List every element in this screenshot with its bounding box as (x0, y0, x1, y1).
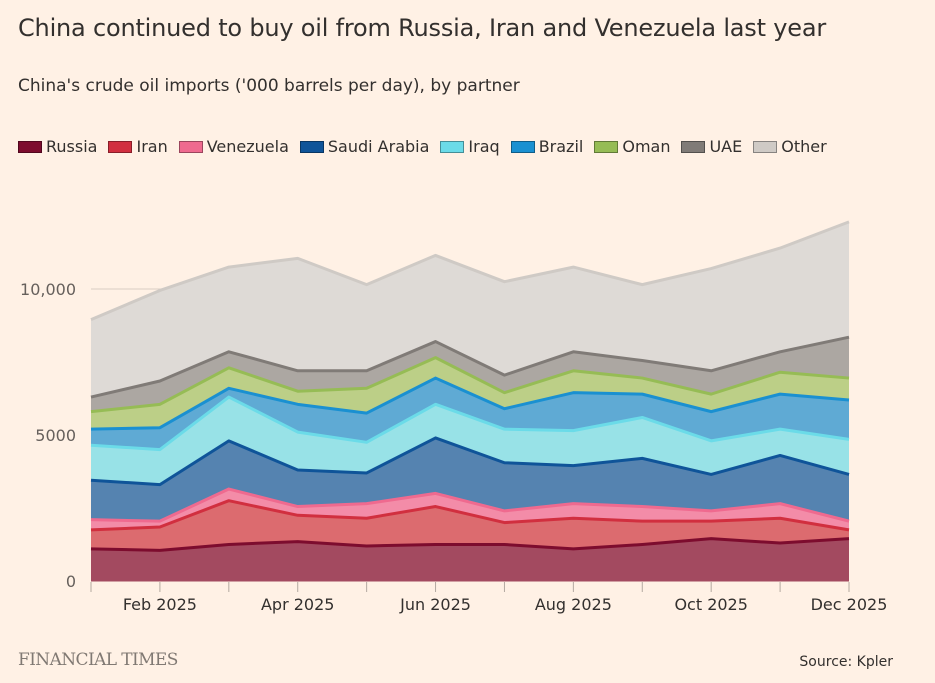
legend-label: UAE (709, 137, 743, 156)
source-note: Source: Kpler (799, 654, 893, 670)
line-iran (90, 499, 850, 532)
legend-swatch (440, 140, 465, 153)
y-tick-label: 10,000 (20, 280, 76, 299)
legend-item-saudi-arabia: Saudi Arabia (299, 137, 430, 156)
legend-swatch (18, 140, 42, 153)
legend: Russia Iran Venezuela Saudi Arabia Iraq Brazi… (18, 137, 838, 156)
legend-label: Oman (622, 137, 671, 156)
area-oman (91, 357, 849, 430)
line-uae (90, 335, 850, 399)
x-tick-label: Aug 2025 (535, 595, 612, 614)
legend-swatch (178, 140, 203, 153)
legend-item-iran: Iran (108, 137, 168, 156)
x-tick-label: Oct 2025 (674, 595, 747, 614)
area-iraq (91, 397, 849, 485)
legend-item-oman: Oman (594, 137, 670, 156)
area-other (91, 221, 849, 398)
legend-label: Venezuela (206, 137, 289, 156)
legend-swatch (753, 140, 778, 153)
series-lines (90, 220, 850, 552)
legend-label: Russia (46, 137, 98, 156)
y-axis: 0 5000 10,000 (20, 280, 76, 591)
area-russia (91, 538, 849, 581)
legend-swatch (299, 140, 324, 153)
line-other (90, 220, 850, 322)
x-axis: Feb 2025 Apr 2025 Jun 2025 Aug 2025 Oct 2025… (90, 580, 888, 614)
x-tick-label: Feb 2025 (123, 595, 197, 614)
ft-logo: FINANCIAL TIMES (18, 650, 178, 670)
legend-swatch (108, 140, 133, 153)
line-russia (90, 537, 850, 552)
legend-label: Other (781, 137, 827, 156)
legend-label: Brazil (538, 137, 584, 156)
legend-label: Iraq (468, 137, 500, 156)
legend-swatch (510, 140, 535, 153)
legend-item-venezuela: Venezuela (178, 137, 289, 156)
area-saudi-arabia (91, 437, 849, 522)
line-brazil (90, 376, 850, 431)
legend-item-uae: UAE (681, 137, 742, 156)
line-venezuela (90, 487, 850, 523)
legend-swatch (681, 140, 706, 153)
chart-title: China continued to buy oil from Russia, … (18, 14, 826, 42)
x-tick-label: Jun 2025 (399, 595, 471, 614)
chart-subtitle: China's crude oil imports ('000 barrels … (18, 76, 520, 96)
legend-item-iraq: Iraq (440, 137, 500, 156)
line-saudi-arabia (90, 436, 850, 487)
legend-item-brazil: Brazil (510, 137, 584, 156)
legend-label: Iran (136, 137, 168, 156)
x-tick-label: Apr 2025 (261, 595, 334, 614)
area-brazil (91, 378, 849, 450)
legend-item-russia: Russia (18, 137, 97, 156)
legend-label: Saudi Arabia (327, 137, 430, 156)
y-tick-label: 5000 (35, 426, 76, 445)
line-oman (90, 356, 850, 414)
legend-swatch (594, 140, 619, 153)
y-tick-label: 0 (66, 572, 76, 591)
line-iraq (90, 395, 850, 452)
legend-item-other: Other (753, 137, 827, 156)
x-tick-label: Dec 2025 (811, 595, 888, 614)
